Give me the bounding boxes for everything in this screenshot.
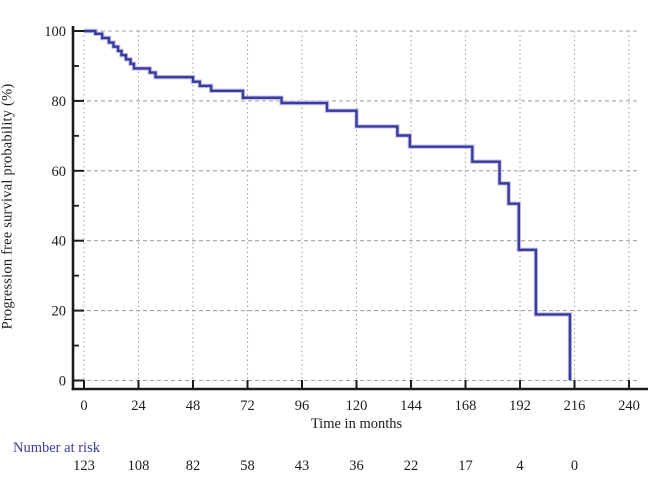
x-tick-label: 144 bbox=[400, 398, 423, 414]
x-tick-label: 216 bbox=[564, 398, 586, 414]
y-axis-title: Progression free survival probability (%… bbox=[0, 83, 16, 330]
y-tick-label: 100 bbox=[44, 24, 66, 40]
x-tick-label: 120 bbox=[346, 398, 368, 414]
number-at-risk-value: 123 bbox=[73, 458, 95, 474]
number-at-risk-value: 17 bbox=[458, 458, 473, 474]
x-axis-title: Time in months bbox=[310, 416, 403, 432]
number-at-risk-value: 82 bbox=[186, 458, 201, 474]
x-tick-label: 192 bbox=[509, 398, 531, 414]
number-at-risk-value: 22 bbox=[404, 458, 419, 474]
number-at-risk-value: 0 bbox=[571, 458, 578, 474]
y-tick-label: 60 bbox=[52, 164, 67, 180]
x-tick-label: 48 bbox=[186, 398, 201, 414]
survival-curve bbox=[84, 29, 572, 381]
x-tick-label: 168 bbox=[455, 398, 477, 414]
number-at-risk-value: 58 bbox=[240, 458, 255, 474]
number-at-risk-value: 108 bbox=[128, 458, 150, 474]
number-at-risk-value: 4 bbox=[516, 458, 524, 474]
y-tick-label: 0 bbox=[59, 374, 66, 390]
x-tick-label: 0 bbox=[80, 398, 87, 414]
x-tick-label: 96 bbox=[295, 398, 310, 414]
number-at-risk-value: 43 bbox=[295, 458, 310, 474]
y-tick-label: 40 bbox=[52, 234, 67, 250]
x-tick-label: 72 bbox=[240, 398, 255, 414]
y-tick-label: 80 bbox=[52, 94, 67, 110]
x-tick-label: 24 bbox=[131, 398, 146, 414]
x-tick-label: 240 bbox=[618, 398, 640, 414]
number-at-risk-label: Number at risk bbox=[13, 440, 100, 456]
number-at-risk-value: 36 bbox=[349, 458, 364, 474]
survival-curve-halo bbox=[84, 28, 573, 381]
y-tick-label: 20 bbox=[52, 304, 67, 320]
